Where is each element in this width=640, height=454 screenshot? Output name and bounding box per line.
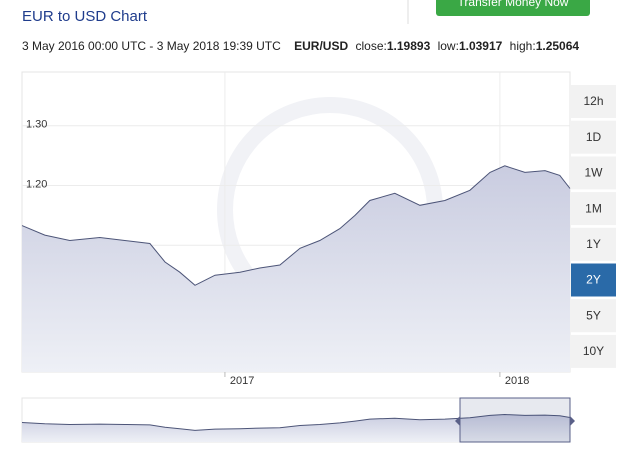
low-value: 1.03917: [459, 39, 503, 53]
period-label[interactable]: 1Y: [586, 237, 601, 251]
quote-line: 3 May 2016 00:00 UTC - 3 May 2018 19:39 …: [22, 39, 579, 53]
title: EUR to USD Chart: [22, 8, 148, 25]
high-value: 1.25064: [536, 39, 580, 53]
transfer-button-label[interactable]: Transfer Money Now: [458, 0, 569, 9]
period-button[interactable]: [571, 192, 616, 226]
period-label[interactable]: 5Y: [586, 308, 601, 322]
period-label[interactable]: 10Y: [583, 344, 604, 358]
period-button[interactable]: [571, 156, 616, 190]
period-button[interactable]: [571, 85, 616, 118]
navigator-selection[interactable]: [459, 397, 571, 443]
y-tick-label: 1.20: [26, 178, 47, 190]
x-tick-label: 2018: [505, 375, 529, 387]
area-line: [21, 165, 571, 286]
high-label: high:: [510, 39, 536, 53]
close-value: 1.19893: [387, 39, 431, 53]
period-button[interactable]: [571, 299, 616, 333]
pair: EUR/USD: [294, 39, 348, 53]
period-button[interactable]: [571, 120, 616, 154]
area-fill: [22, 165, 570, 372]
period-label[interactable]: 12h: [583, 94, 603, 108]
navigator-line: [21, 413, 571, 431]
range-text: 3 May 2016 00:00 UTC - 3 May 2018 19:39 …: [22, 39, 281, 53]
period-label[interactable]: 1W: [585, 166, 604, 180]
x-tick-label: 2017: [230, 375, 254, 387]
period-label[interactable]: 2Y: [586, 273, 601, 287]
period-button[interactable]: [571, 334, 616, 368]
navigator-handle-right[interactable]: [570, 416, 575, 426]
transfer-button[interactable]: [436, 0, 590, 16]
low-label: low:: [438, 39, 459, 53]
period-label[interactable]: 1D: [586, 130, 602, 144]
close-label: close:: [356, 39, 387, 53]
period-button[interactable]: [571, 263, 616, 297]
y-tick-label: 1.30: [26, 119, 47, 131]
period-button[interactable]: [571, 227, 616, 261]
navigator-handle-left[interactable]: [455, 416, 460, 426]
navigator-fill: [22, 414, 570, 442]
period-label[interactable]: 1M: [585, 201, 602, 215]
